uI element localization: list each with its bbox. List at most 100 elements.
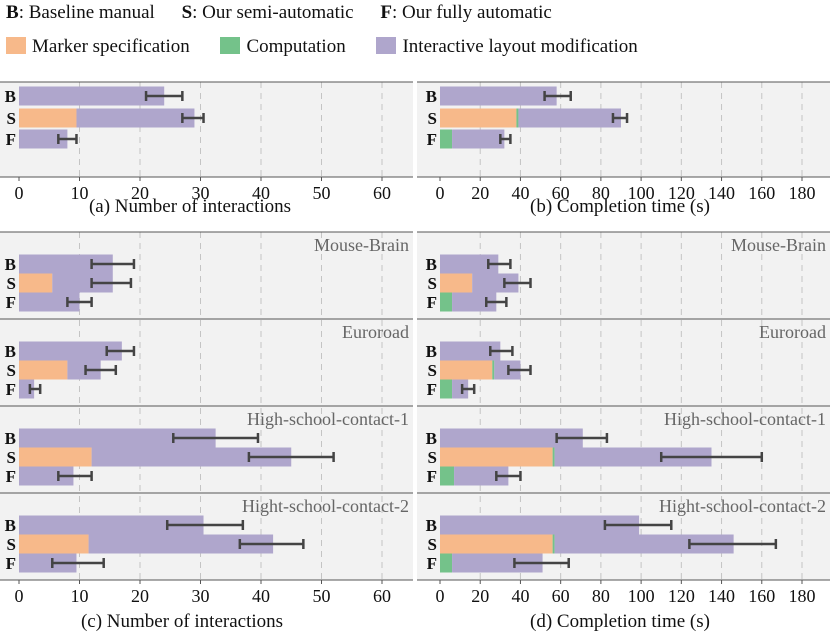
x-tick-label: 60 [373, 586, 391, 606]
bar-segment-computation [440, 129, 453, 149]
category-label-S: S [428, 274, 437, 293]
category-label-F: F [427, 380, 437, 399]
legend-components-row: Marker specification Computation Interac… [6, 35, 664, 58]
bar-segment-interactive [91, 447, 292, 467]
bar-segment-interactive [19, 292, 80, 312]
category-label-S: S [428, 448, 437, 467]
category-label-B: B [426, 516, 437, 535]
bar-segment-interactive [52, 273, 113, 293]
category-label-B: B [5, 255, 16, 274]
category-label-B: B [426, 87, 437, 106]
bar-segment-computation [516, 108, 519, 128]
dataset-label: Euroroad [759, 322, 826, 342]
bar-segment-interactive [19, 254, 113, 274]
legend: B: Baseline manual S: Our semi-automatic… [0, 0, 830, 70]
category-label-S: S [7, 448, 16, 467]
bar-segment-interactive [67, 360, 101, 380]
chart-d: Mouse-BrainBSFEuroroadBSFHigh-school-con… [417, 231, 830, 632]
bar-segment-interactive [19, 466, 74, 486]
category-label-F: F [6, 554, 16, 573]
category-label-S: S [7, 361, 16, 380]
bar-segment-marker [440, 273, 473, 293]
chart-b: BSF 0 20 40 60 80 100 120 140 160 180 (b) Completio… [417, 81, 830, 217]
bar-segment-computation [552, 534, 555, 554]
x-tick-label: 120 [668, 586, 695, 606]
bar-segment-interactive [19, 428, 216, 448]
category-label-B: B [5, 516, 16, 535]
x-tick-label: 180 [789, 183, 816, 203]
dataset-label: Hight-school-contact-2 [242, 496, 409, 516]
x-tick-label: 60 [552, 586, 570, 606]
x-tick-label: 100 [628, 586, 655, 606]
category-label-B: B [5, 429, 16, 448]
category-label-S: S [7, 109, 16, 128]
legend-codes-row: B: Baseline manual S: Our semi-automatic… [6, 2, 574, 24]
chart-caption: (a) Number of interactions [89, 196, 291, 217]
bar-segment-marker [19, 273, 53, 293]
chart-caption: (d) Completion time (s) [530, 611, 710, 632]
category-label-F: F [427, 130, 437, 149]
x-tick-label: 180 [789, 586, 816, 606]
x-tick-label: 60 [373, 183, 391, 203]
bar-segment-interactive [440, 428, 583, 448]
dataset-label: Mouse-Brain [731, 235, 826, 255]
category-label-S: S [428, 361, 437, 380]
x-tick-label: 20 [471, 183, 489, 203]
bar-segment-marker [19, 534, 89, 554]
bar-segment-interactive [19, 341, 122, 361]
x-tick-label: 30 [192, 183, 210, 203]
bar-segment-marker [440, 108, 517, 128]
bar-segment-interactive [472, 273, 519, 293]
legend-code-semi-automatic: S: Our semi-automatic [181, 2, 354, 23]
category-label-B: B [5, 87, 16, 106]
x-tick-label: 100 [628, 183, 655, 203]
category-label-F: F [6, 293, 16, 312]
category-label-S: S [428, 535, 437, 554]
bar-segment-computation [492, 360, 495, 380]
bar-segment-computation [552, 447, 555, 467]
chart-a: BSF 0 10 20 30 40 50 60 (a) Number of interactio… [0, 81, 413, 217]
bar-segment-interactive [452, 129, 505, 149]
bar-segment-interactive [518, 108, 621, 128]
bar-segment-interactive [440, 341, 501, 361]
category-label-F: F [427, 293, 437, 312]
bar-segment-interactive [440, 515, 640, 535]
bar-segment-interactive [76, 108, 195, 128]
bar-segment-interactive [19, 129, 68, 149]
category-label-B: B [426, 255, 437, 274]
x-tick-label: 160 [748, 183, 775, 203]
x-tick-label: 140 [708, 586, 735, 606]
category-label-F: F [6, 467, 16, 486]
x-tick-label: 0 [15, 586, 24, 606]
x-tick-label: 120 [668, 183, 695, 203]
computation-swatch [220, 36, 241, 54]
bar-segment-computation [440, 292, 453, 312]
x-tick-label: 160 [748, 586, 775, 606]
category-label-B: B [5, 342, 16, 361]
x-tick-label: 40 [511, 586, 529, 606]
bar-segment-marker [440, 534, 553, 554]
bar-segment-computation [440, 466, 455, 486]
category-label-F: F [6, 130, 16, 149]
x-tick-label: 10 [71, 183, 89, 203]
legend-code-fully-automatic: F: Our fully automatic [380, 2, 552, 23]
dataset-label: Euroroad [342, 322, 409, 342]
category-label-F: F [6, 380, 16, 399]
x-tick-label: 30 [192, 586, 210, 606]
bar-segment-interactive [440, 86, 557, 106]
legend-code-baseline: B: Baseline manual [6, 2, 155, 23]
bar-segment-interactive [440, 254, 499, 274]
chart-caption: (b) Completion time (s) [530, 196, 710, 217]
x-tick-label: 80 [592, 183, 610, 203]
bar-segment-interactive [88, 534, 274, 554]
dataset-label: Hight-school-contact-2 [659, 496, 826, 516]
x-tick-label: 40 [252, 586, 270, 606]
bar-segment-interactive [19, 553, 77, 573]
bar-segment-interactive [554, 447, 712, 467]
x-tick-label: 0 [15, 183, 24, 203]
bar-segment-marker [19, 108, 77, 128]
marker-swatch [6, 36, 26, 54]
category-label-S: S [428, 109, 437, 128]
bar-segment-marker [19, 447, 92, 467]
x-tick-label: 0 [436, 183, 445, 203]
